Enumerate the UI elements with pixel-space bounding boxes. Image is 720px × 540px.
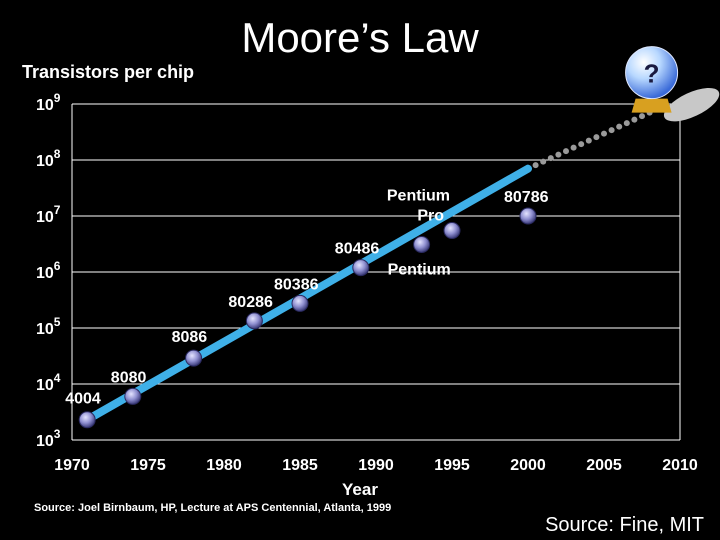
projection-dot <box>547 155 554 162</box>
crystal-ball-icon: ? <box>625 46 720 122</box>
x-tick-label: 1995 <box>434 457 470 474</box>
grid-lines <box>72 103 680 441</box>
x-tick-label: 1985 <box>282 457 318 474</box>
data-points <box>78 207 537 429</box>
y-tick-label: 104 <box>36 371 61 394</box>
trend-line <box>83 164 532 424</box>
x-tick-label: 2000 <box>510 457 546 474</box>
point-label: Pentium <box>388 261 451 278</box>
x-tick-label: 1990 <box>358 457 394 474</box>
data-point <box>443 222 461 240</box>
point-label: 4004 <box>65 391 101 408</box>
y-tick-exponent: 7 <box>54 203 61 217</box>
data-point <box>519 207 537 225</box>
y-tick-label: 103 <box>36 427 61 450</box>
data-point <box>291 294 309 312</box>
data-point <box>78 411 96 429</box>
crystal-ball-question: ? <box>644 59 660 89</box>
data-point <box>352 259 370 277</box>
crystal-ball-stand <box>631 98 672 113</box>
point-label: Pentium Pro <box>387 188 450 225</box>
x-tick-label: 1975 <box>130 457 166 474</box>
point-label-line: Pro <box>417 208 444 225</box>
data-point <box>413 235 431 253</box>
y-tick-exponent: 9 <box>54 91 61 105</box>
projection-dot <box>570 144 577 151</box>
y-tick-exponent: 5 <box>54 315 61 329</box>
y-tick-label: 109 <box>36 91 61 114</box>
trend-line-group <box>83 164 532 424</box>
point-label: 80286 <box>228 294 273 311</box>
source-credit: Source: Fine, MIT <box>545 514 704 536</box>
projection-dot <box>608 127 615 134</box>
crystal-ball-shadow <box>663 87 720 122</box>
projection-dot <box>623 120 630 127</box>
y-tick-exponent: 3 <box>54 427 61 441</box>
point-label: 80386 <box>274 276 319 293</box>
chart-title: Moore’s Law <box>241 14 479 61</box>
data-point <box>124 387 142 405</box>
y-tick-label: 107 <box>36 203 61 226</box>
y-tick-label: 108 <box>36 147 61 170</box>
x-tick-label: 2010 <box>662 457 698 474</box>
x-tick-label: 2005 <box>586 457 622 474</box>
y-tick-exponent: 6 <box>54 259 61 273</box>
point-label: 80486 <box>335 241 380 258</box>
x-axis-label: Year <box>342 480 378 499</box>
y-tick-exponent: 8 <box>54 147 61 161</box>
projection-dot <box>540 158 547 165</box>
y-tick-exponent: 4 <box>54 371 61 385</box>
axes <box>71 104 681 440</box>
projection-dot <box>639 113 645 120</box>
projection-dot <box>593 134 600 141</box>
crystal-ball-sphere <box>625 46 679 100</box>
projection-dot <box>563 148 569 155</box>
point-label: 8086 <box>172 329 208 346</box>
point-label: 8080 <box>111 369 147 386</box>
projection-dot <box>585 137 592 144</box>
projection-dot <box>601 130 607 137</box>
x-tick-labels: 1970 1975 1980 1985 1990 1995 2000 2005 2010 <box>54 457 698 474</box>
data-point <box>185 349 203 367</box>
y-tick-label: 105 <box>36 315 61 338</box>
projection-dot <box>578 141 585 148</box>
projection-dot <box>555 151 562 158</box>
y-tick-label: 106 <box>36 259 61 282</box>
projection-dots <box>532 109 653 169</box>
x-tick-label: 1980 <box>206 457 242 474</box>
projection-dot <box>532 162 539 169</box>
x-tick-label: 1970 <box>54 457 90 474</box>
point-label: 80786 <box>504 189 549 206</box>
projection-dot <box>631 116 638 123</box>
y-tick-labels: 103 104 105 106 107 108 109 <box>36 91 61 450</box>
projection-dot <box>616 123 623 130</box>
y-axis-label: Transistors per chip <box>22 62 195 82</box>
data-point <box>245 312 263 330</box>
source-citation: Source: Joel Birnbaum, HP, Lecture at AP… <box>34 502 392 514</box>
